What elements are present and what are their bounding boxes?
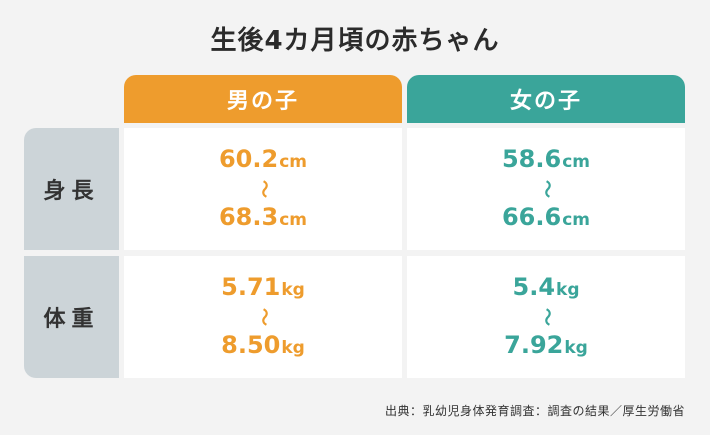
cell-weight-girl: 5.4kg 〜 7.92kg [407,256,685,378]
cell-height-boy: 60.2cm 〜 68.3cm [124,128,402,250]
range-tilde: 〜 [536,307,557,326]
column-header-boy: 男の子 [124,75,402,123]
weight-boy-max: 8.50kg [221,330,305,359]
page-title: 生後4カ月頃の赤ちゃん [210,26,500,56]
range-tilde: 〜 [253,179,274,198]
range-tilde: 〜 [536,179,557,198]
height-girl-max: 66.6cm [501,202,590,231]
height-boy-max: 68.3cm [218,202,307,231]
weight-boy-min: 5.71kg [221,272,305,301]
row-label-height: 身長 [24,128,119,250]
cell-weight-boy: 5.71kg 〜 8.50kg [124,256,402,378]
cell-height-girl: 58.6cm 〜 66.6cm [407,128,685,250]
height-boy-min: 60.2cm [218,144,307,173]
weight-girl-min: 5.4kg [512,272,580,301]
range-tilde: 〜 [253,307,274,326]
height-girl-min: 58.6cm [501,144,590,173]
row-label-weight: 体重 [24,256,119,378]
column-header-girl: 女の子 [407,75,685,123]
source-citation: 出典：乳幼児身体発育調査：調査の結果／厚生労働省 [384,404,685,418]
weight-girl-max: 7.92kg [504,330,588,359]
